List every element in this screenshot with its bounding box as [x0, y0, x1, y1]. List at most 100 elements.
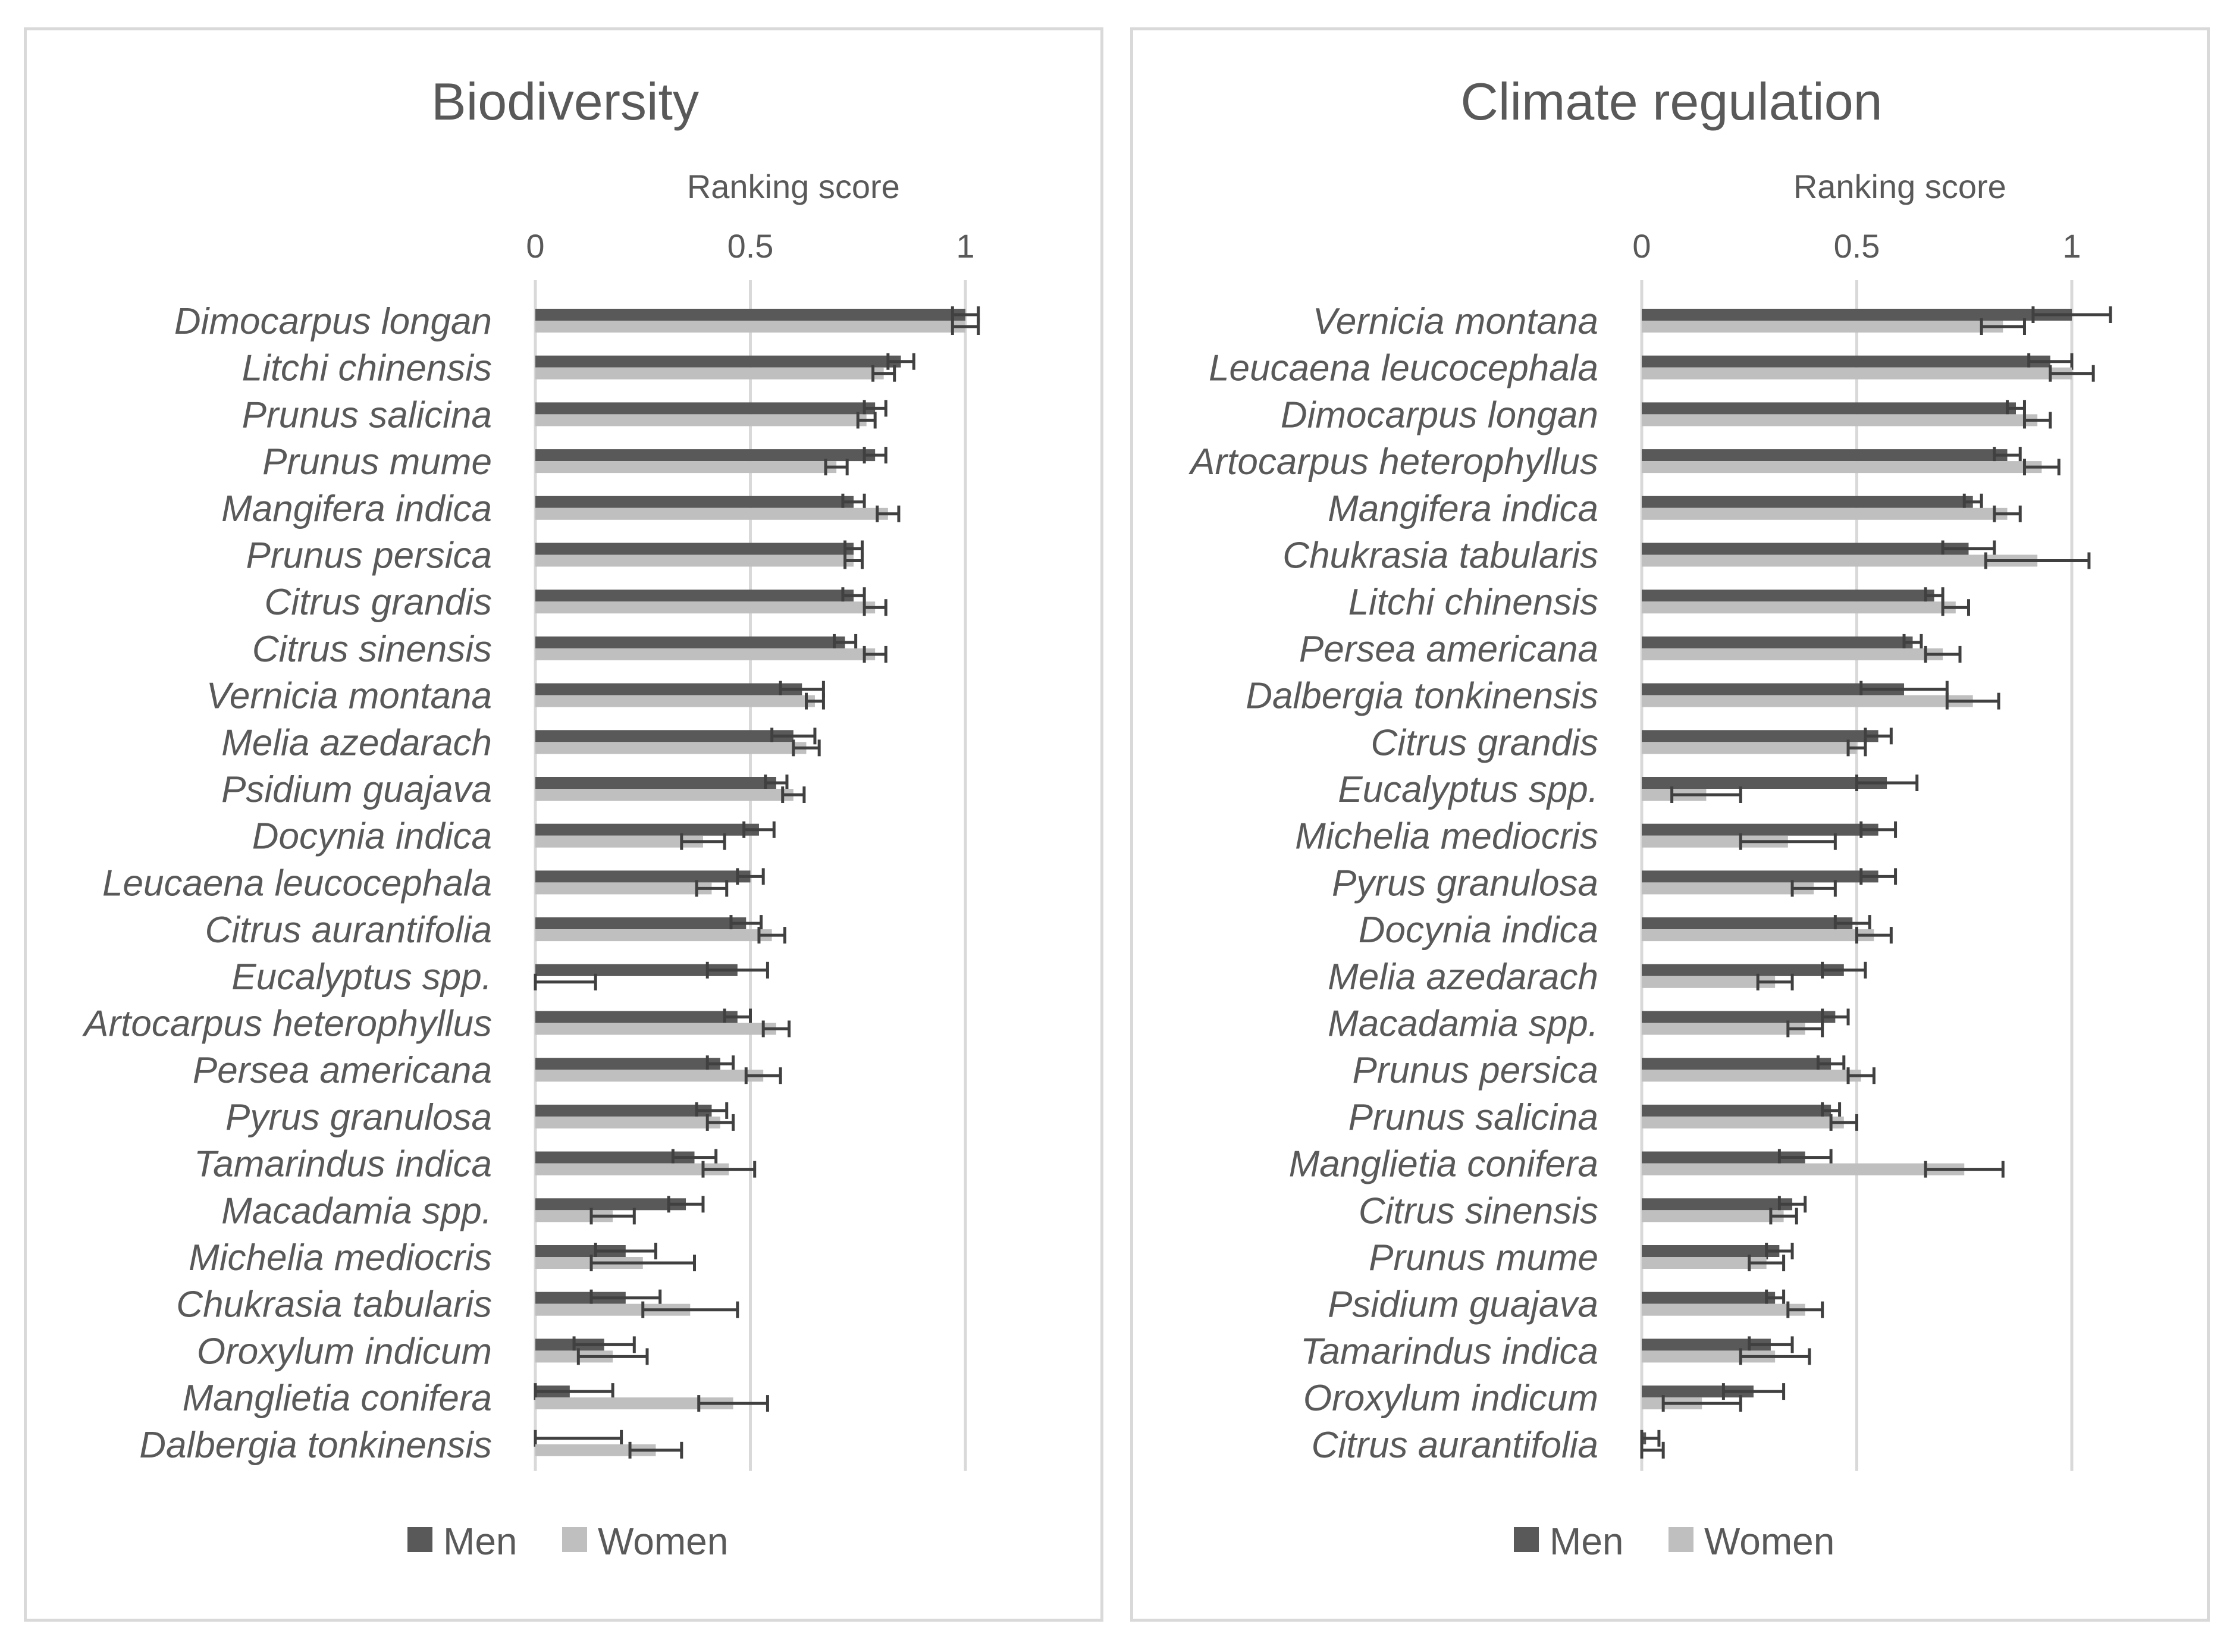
bar-men — [1642, 590, 1934, 602]
category-label: Prunus mume — [262, 441, 492, 482]
bar-men — [535, 823, 759, 836]
chart-panel-biodiversity: Biodiversity Ranking score 0 0.5 1 Dimocarpus… — [24, 27, 1103, 1622]
x-tick-label: 1 — [956, 227, 974, 265]
category-label: Prunus persica — [1352, 1050, 1598, 1091]
legend-label-men: Men — [443, 1520, 518, 1563]
category-label: Macadamia spp. — [1328, 1004, 1598, 1045]
category-label: Citrus sinensis — [252, 629, 492, 670]
bar-men — [1642, 1291, 1776, 1304]
bar-men — [1642, 917, 1853, 930]
bar-women — [535, 1397, 733, 1410]
category-label: Eucalyptus spp. — [1338, 769, 1598, 810]
bar-women — [1642, 1070, 1861, 1082]
x-tick-label: 0 — [526, 227, 544, 265]
bar-women — [1642, 1023, 1805, 1035]
x-tick-label: 0 — [1632, 227, 1651, 265]
bar-men — [535, 496, 854, 508]
category-label: Tamarindus indica — [1300, 1331, 1598, 1372]
bar-men — [1642, 449, 2008, 462]
bar-men — [535, 590, 854, 602]
category-label: Michelia mediocris — [189, 1237, 492, 1278]
bar-women — [1642, 461, 2042, 474]
category-label: Citrus aurantifolia — [205, 910, 492, 951]
category-label: Leucaena leucocephala — [1209, 348, 1598, 389]
bar-men — [1642, 823, 1878, 836]
category-label: Manglietia conifera — [183, 1378, 492, 1419]
legend-swatch-women — [562, 1527, 587, 1552]
bar-women — [1642, 1257, 1767, 1269]
category-label: Michelia mediocris — [1295, 816, 1598, 857]
category-label: Melia azedarach — [1328, 957, 1598, 998]
bar-men — [535, 1338, 604, 1351]
category-label: Dimocarpus longan — [1281, 394, 1598, 435]
category-label: Artocarpus heterophyllus — [1188, 441, 1598, 482]
bar-men — [1642, 964, 1844, 976]
bar-men — [1642, 496, 1973, 508]
category-label: Manglietia conifera — [1289, 1144, 1598, 1185]
category-label: Oroxylum indicum — [197, 1331, 492, 1372]
category-label: Pyrus granulosa — [225, 1097, 492, 1138]
bar-men — [535, 730, 794, 742]
category-label: Oroxylum indicum — [1303, 1378, 1598, 1419]
category-label: Prunus salicina — [242, 394, 492, 435]
category-label: Artocarpus heterophyllus — [81, 1004, 492, 1045]
bar-women — [1642, 1303, 1805, 1316]
bar-women — [1642, 742, 1857, 754]
category-label: Citrus grandis — [265, 582, 492, 623]
bar-men — [535, 683, 802, 695]
bar-men — [1642, 1104, 1831, 1117]
category-label: Psidium guajava — [221, 769, 492, 810]
bar-men — [535, 964, 738, 976]
category-label: Prunus salicina — [1348, 1097, 1598, 1138]
bar-men — [535, 309, 965, 321]
x-axis-title: Ranking score — [1793, 168, 2006, 205]
bar-women — [1642, 1116, 1844, 1128]
bar-women — [535, 1303, 691, 1316]
bar-women — [535, 1023, 776, 1035]
bar-women — [1642, 648, 1943, 660]
category-label: Tamarindus indica — [194, 1144, 492, 1185]
legend-label-women: Women — [598, 1520, 728, 1563]
bar-women — [535, 648, 876, 660]
bar-women — [535, 929, 772, 942]
legend-swatch-men — [1514, 1527, 1539, 1552]
bar-women — [1642, 976, 1776, 988]
chart-climate-regulation: Climate regulation Ranking score 0 0.5 1 Vern… — [1188, 72, 2112, 1563]
bar-men — [1642, 1151, 1805, 1164]
bar-men — [1642, 1245, 1780, 1257]
category-label: Docynia indica — [1359, 910, 1598, 951]
bar-women — [1642, 1210, 1784, 1222]
x-tick-label: 0.5 — [727, 227, 774, 265]
bar-men — [535, 1058, 720, 1070]
bar-women — [1642, 695, 1973, 707]
legend-swatch-men — [407, 1527, 432, 1552]
bar-men — [1642, 1338, 1771, 1351]
bar-women — [535, 789, 794, 801]
category-label: Melia azedarach — [221, 722, 492, 763]
bar-men — [535, 1198, 686, 1211]
bar-men — [535, 1011, 738, 1023]
chart-title: Climate regulation — [1460, 72, 1882, 131]
bar-women — [1642, 507, 2008, 520]
bar-men — [535, 1291, 626, 1304]
category-label: Macadamia spp. — [221, 1190, 492, 1231]
category-label: Persea americana — [193, 1050, 492, 1091]
bar-women — [535, 367, 884, 380]
bar-men — [535, 1245, 626, 1257]
bar-men — [1642, 309, 2072, 321]
category-label: Prunus mume — [1369, 1237, 1598, 1278]
category-label: Eucalyptus spp. — [231, 957, 492, 998]
x-tick-label: 1 — [2062, 227, 2081, 265]
bar-women — [535, 1116, 720, 1128]
bar-women — [535, 321, 965, 333]
bar-men — [1642, 1058, 1831, 1070]
bar-women — [1642, 1163, 1965, 1175]
category-label: Dalbergia tonkinensis — [139, 1425, 492, 1466]
bar-men — [1642, 543, 1969, 555]
legend-label-men: Men — [1550, 1520, 1624, 1563]
bar-women — [535, 461, 837, 474]
bar-women — [1642, 601, 1956, 614]
bar-women — [535, 1070, 764, 1082]
category-label: Prunus persica — [246, 535, 492, 576]
category-label: Vernicia montana — [1313, 301, 1598, 342]
